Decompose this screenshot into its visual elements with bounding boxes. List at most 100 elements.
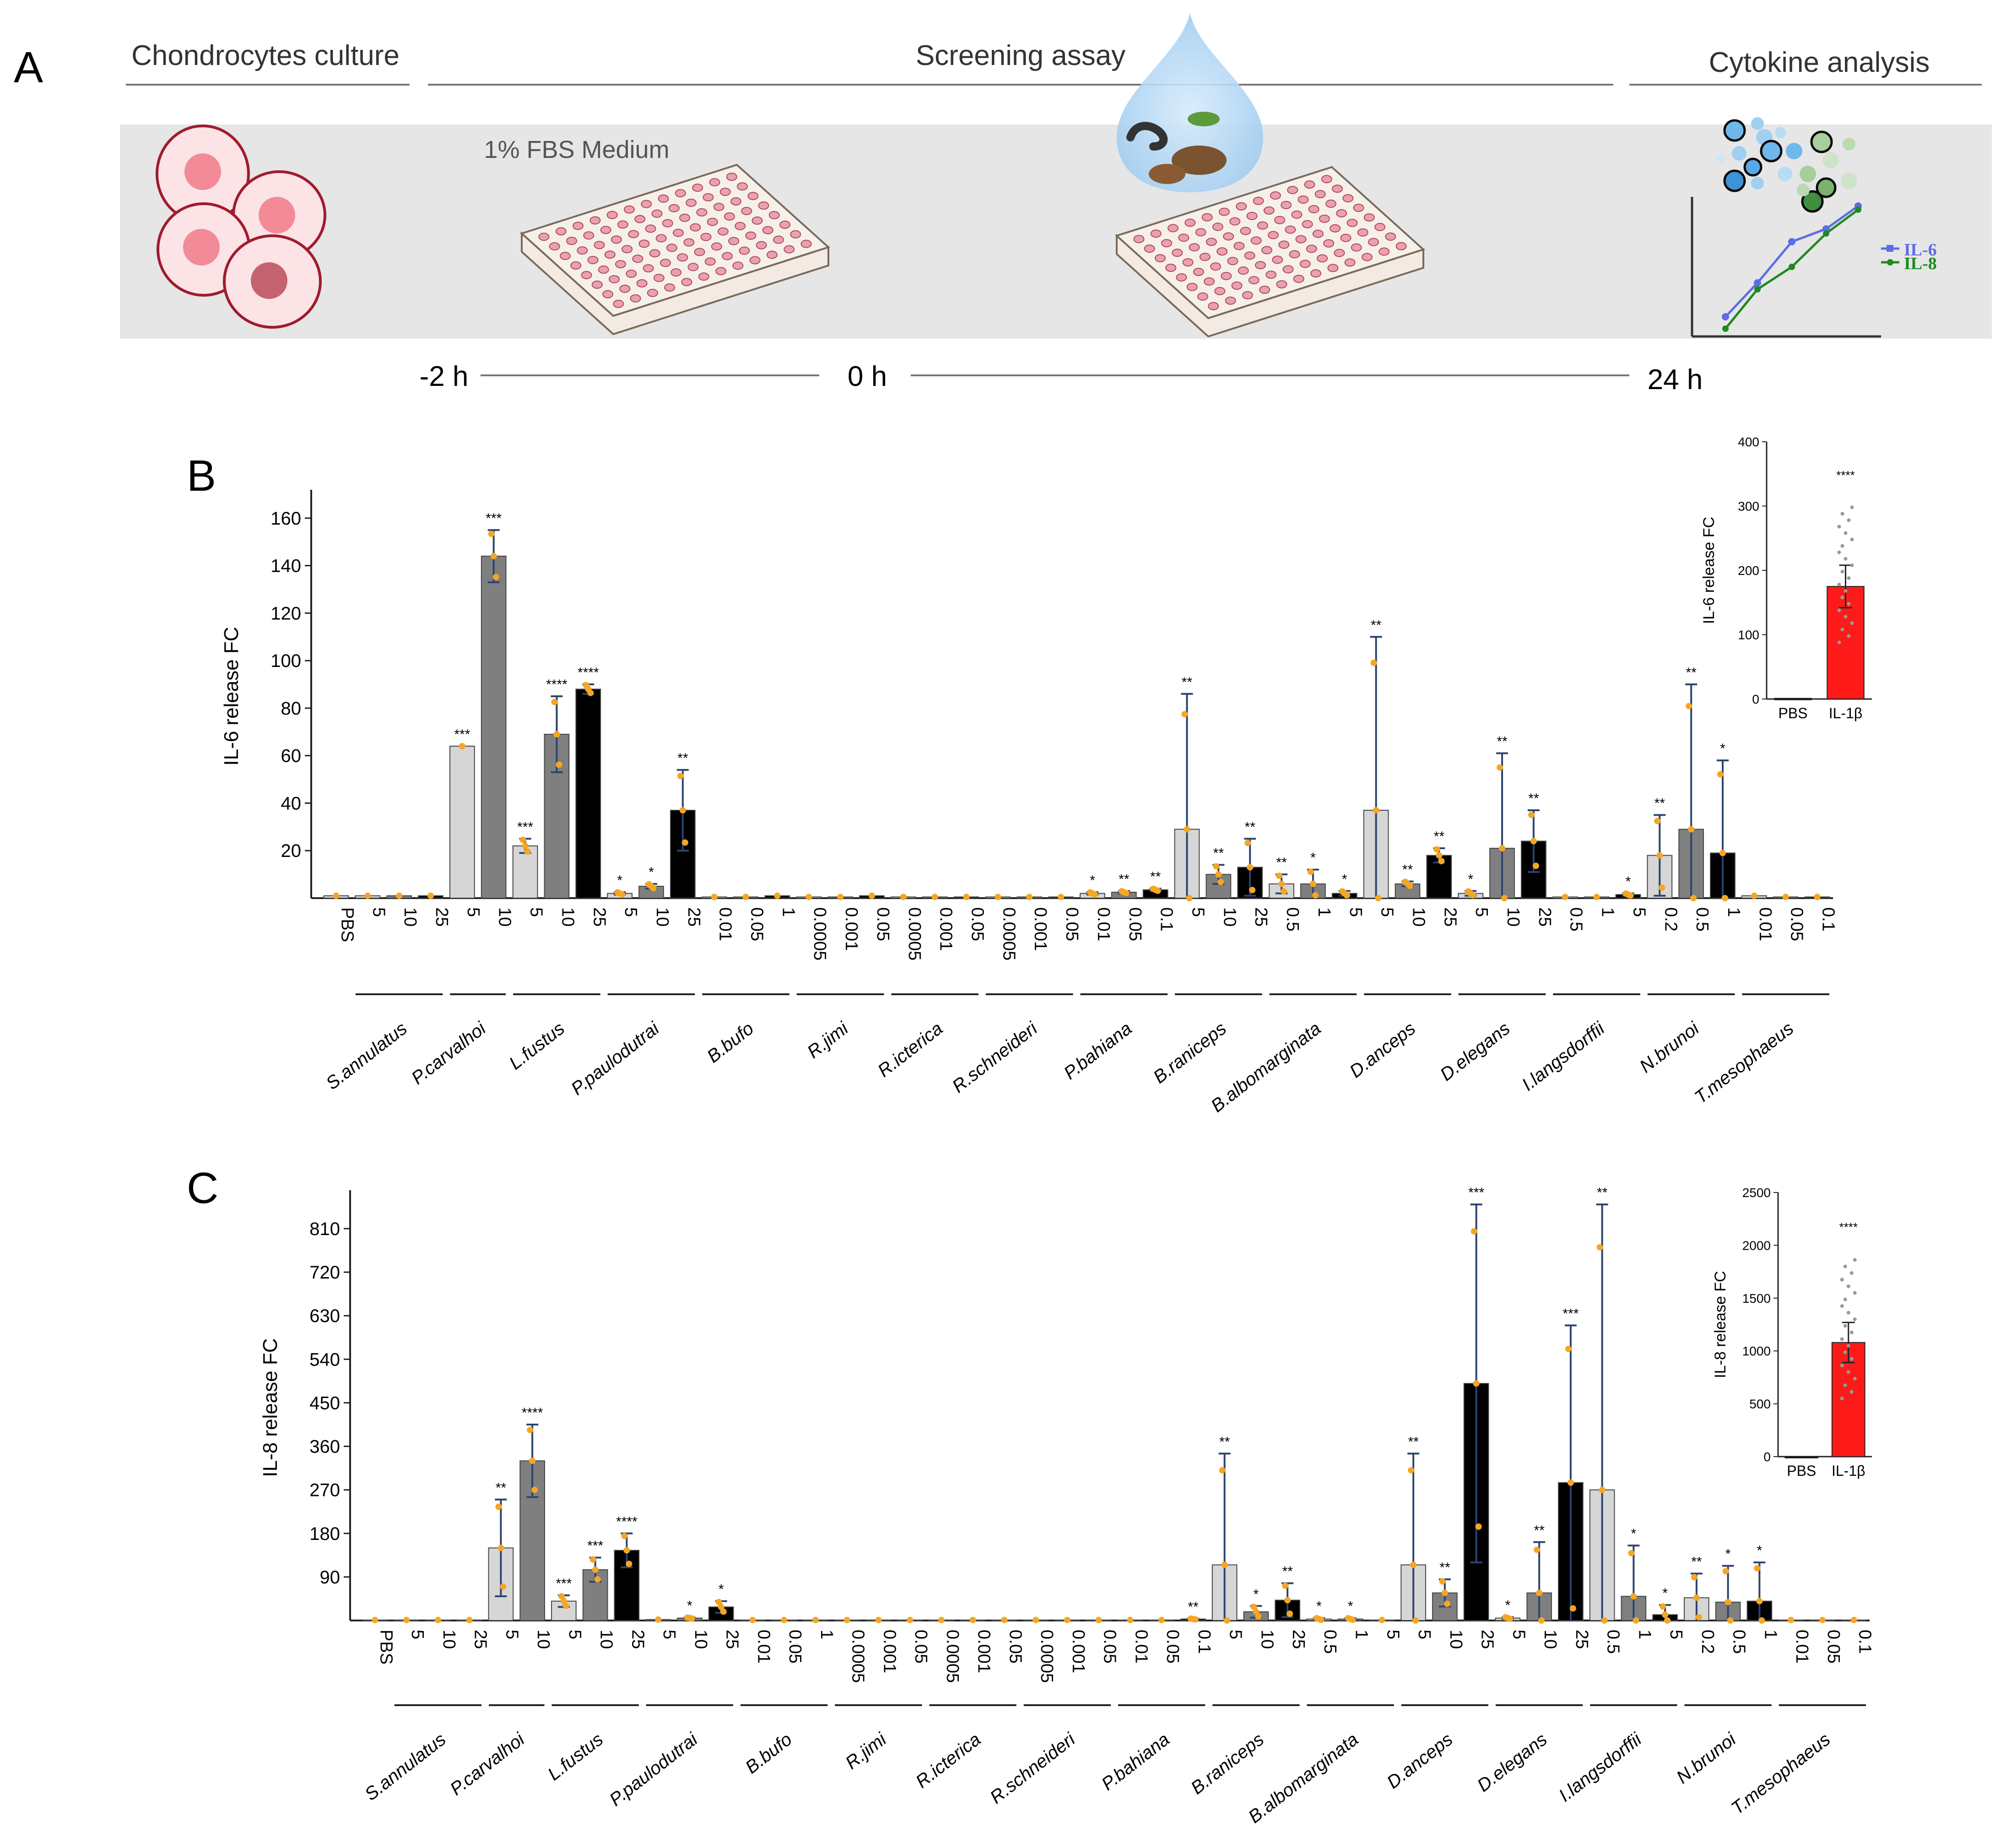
inset-y-tick-label: 400 xyxy=(1738,435,1759,449)
significance-label: **** xyxy=(546,677,568,692)
replicate-dot xyxy=(1628,1550,1635,1556)
x-tick-label: 5 xyxy=(1666,1630,1686,1639)
x-tick-label: 0.05 xyxy=(1787,907,1806,941)
replicate-dot xyxy=(843,1616,850,1623)
replicate-dot xyxy=(1001,1616,1008,1623)
replicate-dot xyxy=(626,1561,633,1567)
x-tick-label: 0.001 xyxy=(1031,907,1050,951)
significance-label: ** xyxy=(1408,1434,1419,1449)
x-tick-label: 0.5 xyxy=(1692,907,1712,932)
replicate-dot xyxy=(1441,1589,1448,1596)
significance-label: ** xyxy=(1213,845,1224,861)
replicate-dot xyxy=(1751,892,1757,899)
replicate-dot xyxy=(1444,1600,1450,1607)
replicate-dot xyxy=(372,1616,378,1623)
x-tick-label: 0.1 xyxy=(1855,1630,1875,1654)
group-label: N.brunoi xyxy=(1636,1018,1703,1077)
bar xyxy=(481,555,507,899)
replicate-dot xyxy=(1686,703,1692,710)
x-tick-label: 0.05 xyxy=(1100,1630,1119,1664)
replicate-dot xyxy=(1247,864,1254,871)
x-tick-label: 10 xyxy=(1446,1630,1465,1649)
replicate-dot xyxy=(1436,852,1443,859)
significance-label: * xyxy=(719,1582,724,1597)
replicate-dot xyxy=(688,1615,695,1622)
x-tick-label: 10 xyxy=(495,907,514,927)
significance-label: * xyxy=(1725,1547,1731,1562)
group-label: R.icterica xyxy=(874,1018,946,1081)
x-tick-label: 0.01 xyxy=(716,907,735,941)
group-label: I.langsdorffii xyxy=(1555,1729,1646,1806)
x-tick-label: 25 xyxy=(723,1630,742,1649)
replicate-dot xyxy=(1528,812,1535,818)
replicate-dot xyxy=(1282,1582,1289,1589)
replicate-dot xyxy=(1693,1594,1700,1601)
replicate-dot xyxy=(1255,1613,1262,1620)
x-tick-label: 5 xyxy=(1415,1630,1434,1639)
significance-label: ** xyxy=(1371,618,1382,633)
significance-label: * xyxy=(1505,1598,1511,1613)
panel-letter-c: C xyxy=(187,1164,218,1213)
replicate-dot xyxy=(1408,1467,1415,1474)
replicate-dot xyxy=(650,885,657,892)
significance-label: * xyxy=(1348,1599,1353,1614)
replicate-dot xyxy=(1662,1611,1669,1618)
y-tick-label: 120 xyxy=(270,603,301,623)
inset-replicate-dot xyxy=(1840,512,1844,516)
replicate-dot xyxy=(655,1616,662,1623)
x-tick-label: 5 xyxy=(660,1630,679,1639)
inset-bar xyxy=(1774,698,1812,700)
y-tick-label: 60 xyxy=(281,746,302,766)
x-tick-label: 0.05 xyxy=(1062,907,1081,941)
replicate-dot xyxy=(1154,887,1161,894)
section-title-cytokine: Cytokine analysis xyxy=(1709,47,1930,78)
significance-label: *** xyxy=(517,819,533,835)
y-tick-label: 360 xyxy=(309,1437,340,1457)
significance-label: **** xyxy=(522,1405,543,1420)
replicate-dot xyxy=(1181,711,1188,718)
replicate-dot xyxy=(1534,1546,1541,1553)
panel-letter-b: B xyxy=(187,451,216,500)
x-tick-label: 5 xyxy=(1188,907,1207,917)
x-tick-label: 0.5 xyxy=(1604,1630,1623,1654)
x-tick-label: 0.0005 xyxy=(849,1630,868,1683)
replicate-dot xyxy=(524,848,531,855)
x-tick-label: 10 xyxy=(400,907,420,927)
x-tick-label: PBS xyxy=(376,1630,395,1664)
replicate-dot xyxy=(1127,1616,1134,1623)
significance-label: ** xyxy=(1654,796,1665,811)
significance-label: *** xyxy=(454,727,470,742)
x-tick-label: 25 xyxy=(1440,907,1460,927)
replicate-dot xyxy=(1507,1615,1514,1622)
timeline-label-start: -2 h xyxy=(420,361,469,392)
replicate-dot xyxy=(711,894,718,900)
bar xyxy=(575,688,601,899)
well-plate-2-illustration xyxy=(1115,166,1425,338)
significance-label: * xyxy=(1720,741,1725,756)
replicate-dot xyxy=(1349,1616,1356,1623)
replicate-dot xyxy=(1691,1574,1698,1581)
replicate-dot xyxy=(1722,895,1729,901)
replicate-dot xyxy=(1370,660,1377,667)
x-tick-label: 0.05 xyxy=(911,1630,930,1664)
inset-replicate-dot xyxy=(1844,531,1848,535)
y-tick-label: 450 xyxy=(309,1393,340,1413)
y-tick-label: 140 xyxy=(270,556,301,576)
y-tick-label: 630 xyxy=(309,1306,340,1326)
replicate-dot xyxy=(619,891,626,898)
significance-label: * xyxy=(649,865,654,880)
x-tick-label: 0.1 xyxy=(1157,907,1176,932)
replicate-dot xyxy=(594,1576,601,1583)
replicate-dot xyxy=(1433,846,1440,853)
x-tick-label: 0.0005 xyxy=(810,907,829,960)
inset-replicate-dot xyxy=(1840,1363,1844,1367)
y-tick-label: 80 xyxy=(281,699,302,719)
x-tick-label: 0.001 xyxy=(974,1630,994,1673)
replicate-dot xyxy=(589,1556,596,1563)
inset-replicate-dot xyxy=(1853,1258,1857,1262)
chondrocyte-cells-illustration xyxy=(156,125,326,329)
replicate-dot xyxy=(677,773,684,780)
replicate-dot xyxy=(1530,838,1537,845)
x-tick-label: 25 xyxy=(628,1630,647,1649)
section-title-chondrocytes: Chondrocytes culture xyxy=(131,40,400,71)
